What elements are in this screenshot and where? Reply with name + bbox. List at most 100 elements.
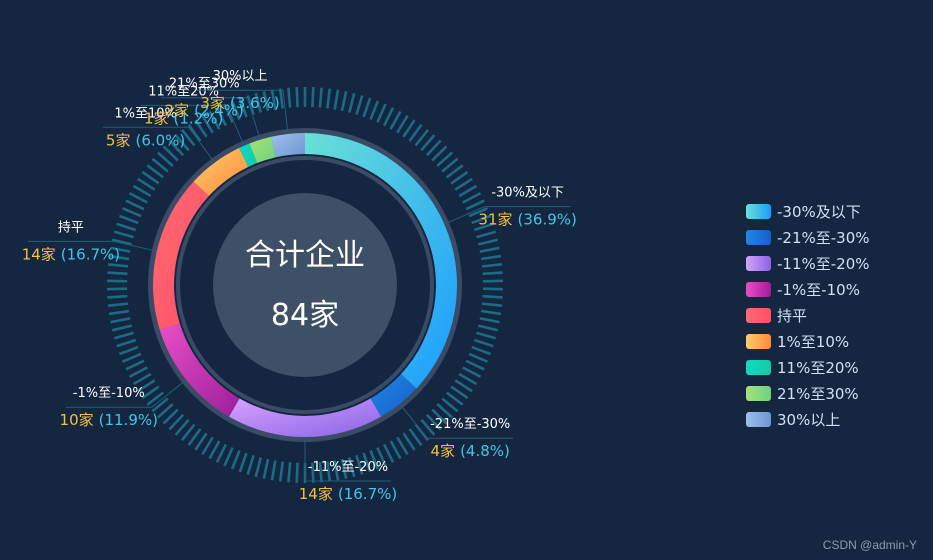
- slice[interactable]: [239, 143, 258, 167]
- ring-tick: [348, 92, 356, 113]
- ring-tick: [480, 309, 502, 316]
- legend-item[interactable]: 持平: [746, 302, 870, 328]
- ring-tick: [262, 458, 270, 479]
- leader-line: [161, 97, 261, 140]
- ring-tick: [107, 294, 128, 299]
- ring-tick: [408, 124, 423, 142]
- slice-name-label: 11%至20%: [148, 84, 219, 99]
- slice[interactable]: [159, 323, 240, 417]
- legend-swatch: [746, 255, 771, 271]
- legend-label: 21%至30%: [777, 384, 859, 403]
- ring-tick: [270, 460, 277, 481]
- ring-tick: [425, 413, 442, 431]
- ring-tick: [107, 271, 128, 276]
- legend-swatch: [746, 333, 771, 349]
- ring-tick: [465, 359, 485, 371]
- ring-tick: [141, 385, 160, 400]
- ring-tick: [382, 443, 395, 463]
- ring-tick: [230, 450, 241, 470]
- leader-line: [102, 126, 216, 163]
- ring-tick: [287, 87, 292, 108]
- ring-tick: [454, 177, 473, 191]
- ring-tick: [208, 440, 221, 460]
- leader-line: [444, 206, 571, 225]
- legend-item[interactable]: 30%以上: [746, 406, 870, 432]
- ring-tick: [480, 254, 502, 261]
- ring-tick: [246, 95, 255, 115]
- ring-tick: [180, 423, 196, 441]
- ring-tick: [128, 192, 148, 204]
- slice-value-label: 1家 (1.2%): [144, 109, 223, 127]
- ring-tick: [441, 157, 459, 173]
- ring-tick: [402, 119, 416, 138]
- ring-tick: [408, 428, 423, 446]
- legend-item[interactable]: 21%至30%: [746, 380, 870, 406]
- ring-tick: [141, 170, 160, 185]
- ring-tick: [121, 352, 142, 363]
- ring-tick: [414, 129, 430, 147]
- ring-tick: [174, 418, 190, 436]
- ring-tick: [425, 139, 442, 157]
- legend-swatch: [746, 385, 771, 401]
- slice-count: 2家: [165, 102, 190, 120]
- ring-tick: [376, 103, 387, 123]
- slice[interactable]: [153, 181, 209, 330]
- ring-tick: [137, 379, 156, 393]
- ring-tick: [201, 114, 214, 134]
- legend-item[interactable]: 1%至10%: [746, 328, 870, 354]
- ring-tick: [246, 455, 255, 475]
- legend-label: 1%至10%: [777, 332, 850, 351]
- slice-name-label: 30%以上: [213, 69, 268, 84]
- leader-line: [399, 403, 514, 439]
- slice-percent: (16.7%): [61, 245, 120, 263]
- legend-item[interactable]: 11%至20%: [746, 354, 870, 380]
- legend-item[interactable]: -1%至-10%: [746, 276, 870, 302]
- ring-tick: [111, 238, 132, 246]
- slice-percent: (11.9%): [99, 411, 158, 429]
- ring-tick: [389, 440, 402, 460]
- ring-tick: [116, 338, 137, 348]
- slice-count: 31家: [478, 211, 512, 229]
- slice[interactable]: [271, 133, 305, 158]
- legend-swatch: [746, 229, 771, 245]
- slice-value-label: 14家 (16.7%): [22, 245, 120, 263]
- slice[interactable]: [229, 398, 381, 437]
- ring-tick: [465, 199, 485, 211]
- ring-tick: [436, 151, 454, 167]
- slice[interactable]: [370, 374, 417, 417]
- slice-value-label: 4家 (4.8%): [431, 442, 510, 460]
- ring-tick: [278, 461, 284, 482]
- ring-tick: [125, 359, 145, 371]
- ring-tick: [362, 452, 372, 473]
- legend-item[interactable]: -11%至-20%: [746, 250, 870, 276]
- ring-tick: [376, 447, 387, 467]
- ring-tick: [420, 134, 436, 152]
- ring-tick: [471, 345, 492, 356]
- slice-name-label: 21%至30%: [169, 77, 240, 92]
- ring-tick: [333, 460, 340, 481]
- slices: [153, 133, 457, 437]
- ring-tick: [215, 107, 228, 127]
- ring-tick: [431, 145, 448, 162]
- slice[interactable]: [305, 133, 457, 389]
- slice[interactable]: [193, 148, 249, 196]
- ring-tick: [278, 88, 284, 109]
- ring-tick: [132, 372, 152, 386]
- legend-item[interactable]: -21%至-30%: [746, 224, 870, 250]
- slice-value-label: 14家 (16.7%): [299, 485, 397, 503]
- legend-item[interactable]: -30%及以下: [746, 198, 870, 224]
- outer-tick-ring: [107, 87, 503, 483]
- ring-tick: [108, 309, 130, 316]
- leader-line: [140, 104, 245, 146]
- ring-tick: [201, 436, 214, 456]
- slice-count: 1家: [144, 109, 169, 127]
- legend-swatch: [746, 359, 771, 375]
- ring-tick: [333, 89, 340, 110]
- slice[interactable]: [249, 136, 276, 164]
- slice-name-label: -21%至-30%: [430, 417, 510, 432]
- ring-tick: [420, 418, 436, 436]
- ring-tick: [482, 294, 503, 299]
- legend-label: -1%至-10%: [777, 280, 860, 299]
- ring-tick: [168, 413, 185, 431]
- ring-tick: [318, 87, 323, 108]
